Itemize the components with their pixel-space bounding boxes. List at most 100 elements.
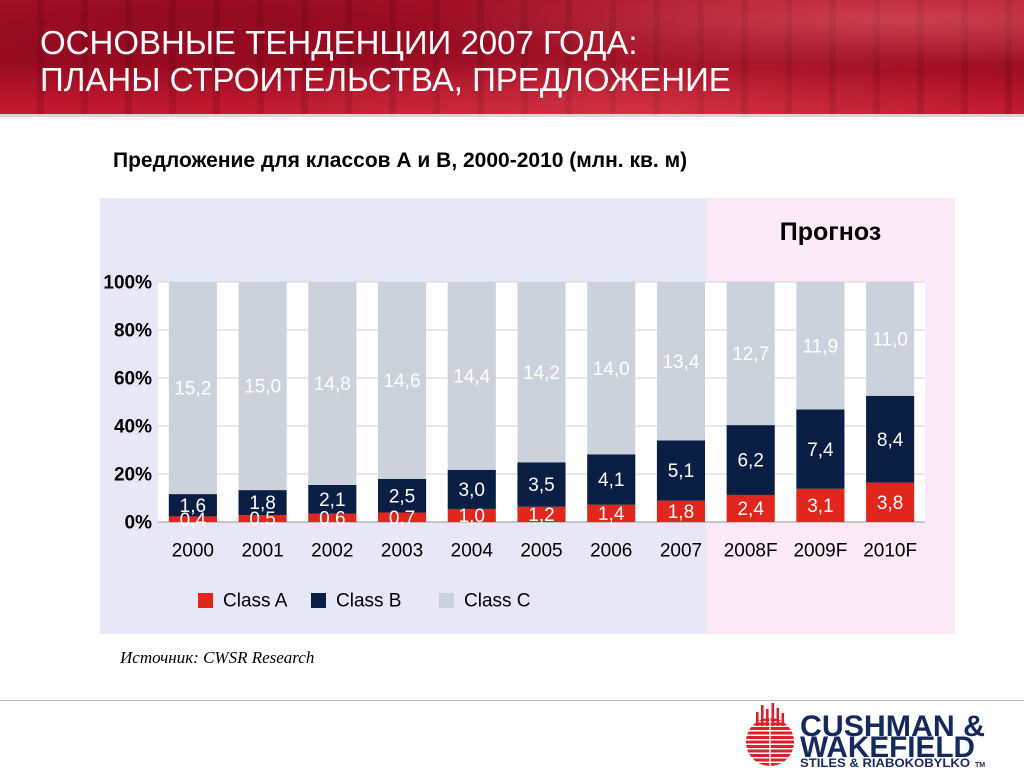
bar-segment-class-c-2000 [168,282,217,495]
bar-segment-class-c-2007 [656,282,706,441]
x-tick-label: 2003 [381,541,423,562]
data-label-class-c: 14,6 [384,371,421,392]
data-label-class-a: 1,2 [528,505,554,526]
bar-segment-class-c-2006 [587,282,636,455]
data-label-class-a: 3,8 [877,493,903,514]
bar-segment-class-a-2008f [726,494,775,522]
footer-divider [0,700,1024,701]
bar-segment-class-b-2002 [308,484,357,514]
bar-segment-class-c-2008f [726,282,775,426]
legend-swatch-class-c [439,593,454,608]
bar-segment-class-c-2010f [866,282,915,396]
chart-title: Предложение для классов А и В, 2000-2010… [113,149,688,172]
legend-swatch-class-b [311,593,326,608]
x-tick-label: 2010F [863,541,917,562]
y-tick-label: 80% [114,321,152,342]
cushman-wakefield-globe-icon [746,703,794,766]
stacked-bar-chart: Прогноз 0% 20% 40% 60% 80% 100% 2000 2001 2002 200… [100,198,955,634]
bar-segment-class-a-2009f [796,488,845,522]
legend-swatch-class-a [198,593,213,608]
data-label-class-b: 3,5 [528,475,554,496]
data-label-class-c: 11,0 [872,330,908,351]
data-label-class-c: 14,0 [593,359,630,380]
y-tick-label: 0% [125,513,153,534]
bar-segment-class-a-2007 [656,500,706,522]
data-label-class-a: 3,1 [807,496,833,517]
bar-segment-class-a-2004 [447,508,496,522]
data-label-class-b: 1,6 [180,496,206,517]
slide-title-line-2: ПЛАНЫ СТРОИТЕЛЬСТВА, ПРЕДЛОЖЕНИЕ [40,61,731,98]
data-label-class-b: 1,8 [249,493,275,514]
x-tick-label: 2006 [590,541,632,562]
company-logo: CUSHMAN & WAKEFIELD STILES & RIABOKOBYLK… [746,703,985,768]
data-label-class-a: 1,4 [598,504,625,525]
legend-label-class-c: Class C [464,591,531,612]
data-label-class-b: 8,4 [877,430,904,451]
bar-segment-class-c-2002 [308,282,357,485]
source-note: Источник: CWSR Research [120,648,315,667]
data-label-class-b: 5,1 [668,461,694,482]
data-label-class-a: 2,4 [737,499,764,520]
logo-trademark: TM [975,762,985,768]
y-tick-label: 60% [114,369,152,390]
bar-segment-class-b-2000 [168,494,217,517]
data-label-class-c: 15,2 [174,379,211,400]
data-label-class-c: 14,8 [314,374,351,395]
data-label-class-a: 0,7 [389,508,415,529]
slide-header: ОСНОВНЫЕ ТЕНДЕНЦИИ 2007 ГОДА: ПЛАНЫ СТРО… [0,0,1024,114]
x-tick-label: 2004 [451,541,494,562]
bar-segment-class-b-2008f [726,425,775,495]
x-tick-label: 2001 [241,541,283,562]
bar-segment-class-a-2003 [377,512,427,522]
legend-label-class-b: Class B [336,591,401,612]
x-tick-label: 2007 [660,541,702,562]
x-tick-label: 2005 [520,541,562,562]
bar-segment-class-c-2004 [447,282,496,470]
data-label-class-c: 14,4 [453,367,490,388]
data-label-class-c: 15,0 [244,377,281,398]
legend-label-class-a: Class A [223,591,288,612]
data-label-class-a: 0,4 [180,510,207,531]
bar-segment-class-a-2002 [308,513,357,522]
bar-segment-class-c-2005 [517,282,566,463]
data-label-class-a: 0,6 [319,509,345,530]
bar-segment-class-b-2004 [447,469,496,509]
data-label-class-b: 2,5 [389,486,415,507]
data-label-class-c: 11,9 [803,336,839,357]
logo-line-2: WAKEFIELD [800,731,975,764]
y-tick-label: 100% [103,273,152,294]
data-label-class-c: 14,2 [523,363,560,384]
bar-segment-class-b-2003 [377,478,427,513]
bar-segment-class-b-2009f [796,409,845,489]
data-label-class-b: 3,0 [459,480,485,501]
bar-segment-class-a-2010f [866,482,915,522]
data-label-class-b: 7,4 [807,440,834,461]
data-label-class-b: 2,1 [319,490,345,511]
bar-segment-class-c-2001 [238,282,287,491]
x-tick-label: 2000 [172,541,214,562]
bar-segment-class-a-2001 [238,515,287,522]
x-tick-label: 2009F [793,541,847,562]
logo-wordmark: CUSHMAN & WAKEFIELD STILES & RIABOKOBYLK… [800,710,985,768]
x-tick-label: 2002 [311,541,353,562]
bar-segment-class-b-2007 [656,440,706,501]
bar-segment-class-a-2006 [587,504,636,522]
slide-title: ОСНОВНЫЕ ТЕНДЕНЦИИ 2007 ГОДА: ПЛАНЫ СТРО… [40,24,731,98]
data-label-class-c: 13,4 [662,352,699,373]
data-label-class-c: 12,7 [732,344,769,365]
data-label-class-b: 4,1 [598,470,624,491]
data-label-class-a: 1,8 [668,502,694,523]
bar-segment-class-b-2001 [238,490,287,516]
bar-segment-class-c-2003 [377,282,427,479]
bar-segment-class-b-2005 [517,462,566,507]
y-tick-label: 20% [114,465,152,486]
bar-segment-class-b-2010f [866,395,915,483]
y-tick-label: 40% [114,417,152,438]
data-label-class-b: 6,2 [737,451,763,472]
data-label-class-a: 0,5 [249,509,275,530]
logo-line-1: CUSHMAN & [800,710,985,743]
x-tick-label: 2008F [724,541,778,562]
bar-segment-class-a-2005 [517,506,566,522]
slide-title-line-1: ОСНОВНЫЕ ТЕНДЕНЦИИ 2007 ГОДА: [40,24,638,61]
bar-segment-class-c-2009f [796,282,845,410]
